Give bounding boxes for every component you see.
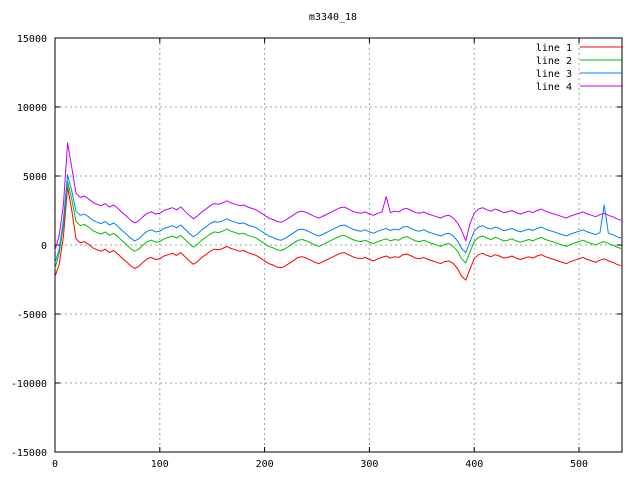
y-tick-label: -15000	[11, 448, 47, 459]
y-tick-label: 10000	[17, 103, 47, 114]
x-tick-label: 400	[465, 459, 483, 470]
legend-label-line-1: line 1	[536, 43, 572, 54]
y-tick-label: -10000	[11, 379, 47, 390]
y-tick-label: -5000	[17, 310, 47, 321]
y-tick-label: 5000	[23, 172, 47, 183]
legend-label-line-2: line 2	[536, 56, 572, 67]
x-tick-label: 200	[256, 459, 274, 470]
legend-label-line-4: line 4	[536, 82, 572, 93]
series-line-1	[54, 186, 622, 281]
chart-title: m3340_18	[309, 12, 357, 23]
x-tick-label: 500	[570, 459, 588, 470]
y-tick-label: 0	[41, 241, 47, 252]
y-tick-label: 15000	[17, 34, 47, 45]
x-tick-label: 0	[52, 459, 58, 470]
legend-label-line-3: line 3	[536, 69, 572, 80]
series-line-3	[54, 174, 622, 264]
x-tick-label: 300	[360, 459, 378, 470]
series-line-4	[54, 142, 622, 251]
x-tick-label: 100	[151, 459, 169, 470]
series-line-2	[54, 181, 622, 269]
